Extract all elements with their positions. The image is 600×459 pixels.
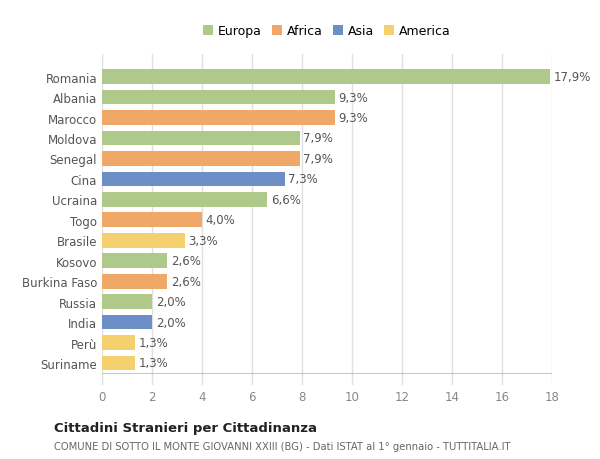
Text: 7,9%: 7,9%: [303, 152, 333, 166]
Text: 4,0%: 4,0%: [206, 214, 236, 227]
Text: 2,0%: 2,0%: [156, 296, 185, 308]
Text: 9,3%: 9,3%: [338, 112, 368, 125]
Bar: [102, 172, 284, 187]
Text: 3,3%: 3,3%: [188, 234, 218, 247]
Bar: [102, 111, 335, 126]
Text: COMUNE DI SOTTO IL MONTE GIOVANNI XXIII (BG) - Dati ISTAT al 1° gennaio - TUTTIT: COMUNE DI SOTTO IL MONTE GIOVANNI XXIII …: [54, 441, 511, 451]
Bar: [102, 213, 202, 228]
Text: Cittadini Stranieri per Cittadinanza: Cittadini Stranieri per Cittadinanza: [54, 421, 317, 434]
Text: 7,9%: 7,9%: [303, 132, 333, 145]
Bar: [102, 70, 550, 85]
Bar: [102, 254, 167, 269]
Bar: [102, 356, 134, 370]
Bar: [102, 315, 152, 330]
Bar: [102, 131, 299, 146]
Text: 2,0%: 2,0%: [156, 316, 185, 329]
Bar: [102, 90, 335, 105]
Bar: [102, 233, 185, 248]
Bar: [102, 274, 167, 289]
Text: 1,3%: 1,3%: [138, 336, 168, 349]
Bar: [102, 295, 152, 309]
Legend: Europa, Africa, Asia, America: Europa, Africa, Asia, America: [199, 22, 455, 42]
Text: 7,3%: 7,3%: [288, 173, 318, 186]
Bar: [102, 193, 267, 207]
Text: 2,6%: 2,6%: [171, 275, 200, 288]
Text: 2,6%: 2,6%: [171, 255, 200, 268]
Bar: [102, 152, 299, 167]
Text: 9,3%: 9,3%: [338, 91, 368, 104]
Bar: [102, 336, 134, 350]
Text: 1,3%: 1,3%: [138, 357, 168, 369]
Text: 17,9%: 17,9%: [553, 71, 590, 84]
Text: 6,6%: 6,6%: [271, 193, 301, 207]
